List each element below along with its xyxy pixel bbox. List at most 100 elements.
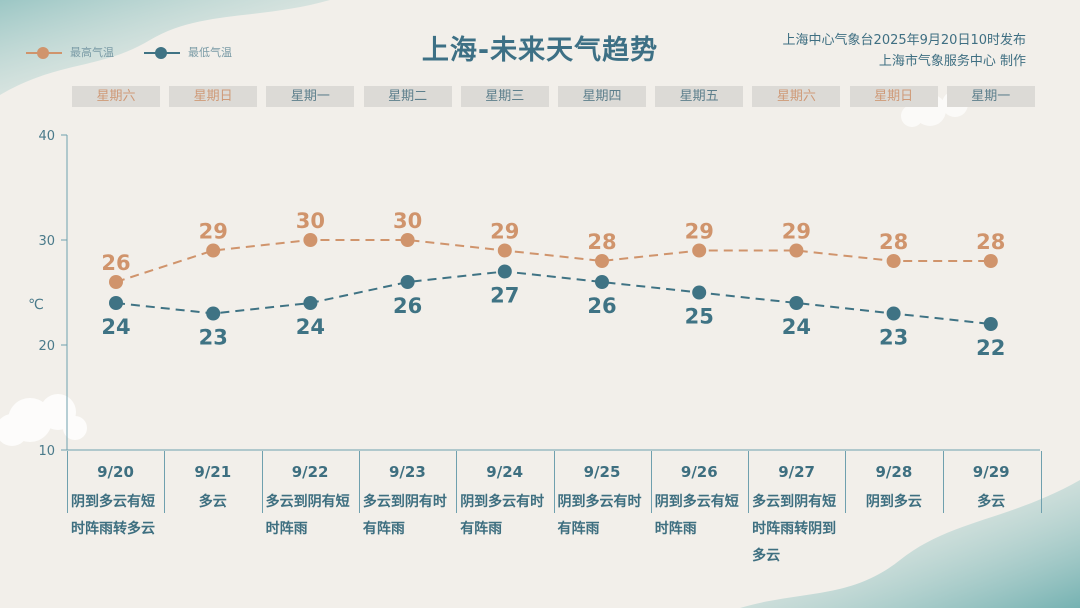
weather-description: 阴到多云有时 有阵雨 xyxy=(460,489,553,543)
forecast-column xyxy=(164,451,262,513)
weather-description: 阴到多云有短 时阵雨 xyxy=(655,489,748,543)
data-label-high: 28 xyxy=(976,230,1005,254)
data-label-low: 23 xyxy=(199,326,228,350)
weather-line: 多云到阴有短 xyxy=(265,494,350,510)
data-point-high xyxy=(886,254,901,268)
weather-description: 阴到多云有时 有阵雨 xyxy=(558,489,651,543)
data-point-high xyxy=(109,275,123,289)
data-point-high xyxy=(206,243,221,258)
forecast-column xyxy=(358,451,457,513)
data-point-high xyxy=(497,243,512,258)
date-label: 9/24 xyxy=(486,463,524,481)
weather-line: 多云 xyxy=(198,494,227,510)
forecast-column xyxy=(845,451,943,513)
legend-high-label: 最高气温 xyxy=(70,46,114,59)
weekday-label: 星期一 xyxy=(946,86,1035,107)
date-label: 9/27 xyxy=(778,463,815,481)
y-tick-label: 10 xyxy=(38,444,55,459)
data-label-high: 29 xyxy=(782,220,811,244)
data-label-high: 26 xyxy=(101,251,130,275)
legend-low-label: 最低气温 xyxy=(188,46,232,59)
series-line-high xyxy=(115,239,991,283)
data-label-low: 24 xyxy=(101,315,130,339)
data-label-high: 28 xyxy=(879,230,908,254)
data-point-high xyxy=(595,254,609,268)
page-title: 上海-未来天气趋势 xyxy=(421,35,659,66)
forecast-column xyxy=(553,451,652,513)
data-label-high: 30 xyxy=(393,209,422,233)
data-point-high xyxy=(789,243,804,258)
weather-line: 多云到阴有短 xyxy=(752,494,837,510)
weather-description: 多云到阴有短 时阵雨转阴到 多云 xyxy=(752,489,845,570)
weather-description: 多云 xyxy=(943,489,1040,516)
data-point-low xyxy=(595,275,609,289)
weather-line: 有阵雨 xyxy=(362,521,405,537)
legend-low-marker xyxy=(155,47,167,59)
weekday-label: 星期日 xyxy=(849,86,938,107)
data-label-high: 28 xyxy=(587,230,616,254)
date-label: 9/28 xyxy=(875,463,913,481)
weekday-label: 星期日 xyxy=(169,86,258,107)
date-label: 9/22 xyxy=(291,463,329,481)
data-label-low: 22 xyxy=(976,336,1005,360)
weather-line: 时阵雨 xyxy=(265,521,308,537)
weather-description: 多云到阴有短 时阵雨 xyxy=(266,489,359,543)
date-label: 9/29 xyxy=(972,463,1010,481)
data-point-low xyxy=(983,317,998,331)
weather-description: 阴到多云有短 时阵雨转多云 xyxy=(71,489,164,543)
data-point-low xyxy=(400,275,415,289)
data-point-low xyxy=(303,296,318,310)
weekday-label: 星期三 xyxy=(460,86,549,107)
data-point-high xyxy=(692,243,707,258)
weekday-label: 星期四 xyxy=(558,86,646,107)
weekday-label: 星期五 xyxy=(655,86,744,107)
data-point-high xyxy=(303,233,318,247)
data-point-low xyxy=(497,264,512,279)
data-point-low xyxy=(789,296,804,310)
weekday-label: 星期二 xyxy=(363,86,452,107)
data-label-low: 26 xyxy=(587,294,616,318)
source-line-publisher: 上海中心气象台2025年9月20日10时发布 xyxy=(782,33,1026,48)
series-line-low xyxy=(115,270,991,325)
weather-line: 阴到多云有时 xyxy=(557,494,642,510)
forecast-column xyxy=(650,451,749,513)
source-line-producer: 上海市气象服务中心 制作 xyxy=(878,54,1026,69)
date-label: 9/23 xyxy=(388,463,426,481)
weather-line: 多云到阴有时 xyxy=(362,494,447,510)
data-label-high: 29 xyxy=(685,220,714,244)
weather-line: 阴到多云 xyxy=(865,494,922,510)
weather-line: 时阵雨转多云 xyxy=(71,521,155,537)
data-label-low: 25 xyxy=(685,305,714,329)
weekday-label: 星期六 xyxy=(752,86,841,107)
date-label: 9/25 xyxy=(583,463,621,481)
weather-line: 多云 xyxy=(752,548,781,564)
data-label-low: 27 xyxy=(490,284,519,308)
y-tick-label: 20 xyxy=(38,339,55,354)
data-label-high: 29 xyxy=(490,220,519,244)
data-point-low xyxy=(886,306,901,321)
data-label-low: 26 xyxy=(393,294,422,318)
weather-line: 有阵雨 xyxy=(460,521,503,537)
weather-line: 阴到多云有短 xyxy=(654,494,739,510)
weather-description: 多云到阴有时 有阵雨 xyxy=(363,489,456,543)
data-label-low: 24 xyxy=(296,315,325,339)
weather-line: 时阵雨 xyxy=(654,521,697,537)
data-point-high xyxy=(983,254,998,268)
data-point-low xyxy=(206,306,221,321)
y-tick-label: 40 xyxy=(38,129,55,144)
source-info: 上海中心气象台2025年9月20日10时发布 上海市气象服务中心 制作 xyxy=(783,30,1026,72)
forecast-column xyxy=(261,451,360,513)
weather-line: 有阵雨 xyxy=(557,521,600,537)
weather-line: 多云 xyxy=(977,494,1006,510)
data-label-low: 24 xyxy=(782,315,811,339)
data-label-high: 30 xyxy=(296,209,325,233)
date-label: 9/21 xyxy=(194,463,232,481)
forecast-column xyxy=(748,451,846,513)
forecast-column xyxy=(67,451,165,513)
data-point-low xyxy=(109,296,123,310)
data-label-low: 23 xyxy=(879,326,908,350)
y-axis-unit-label: ℃ xyxy=(28,297,44,313)
weather-line: 时阵雨转阴到 xyxy=(752,521,837,537)
date-label: 9/20 xyxy=(97,463,134,481)
